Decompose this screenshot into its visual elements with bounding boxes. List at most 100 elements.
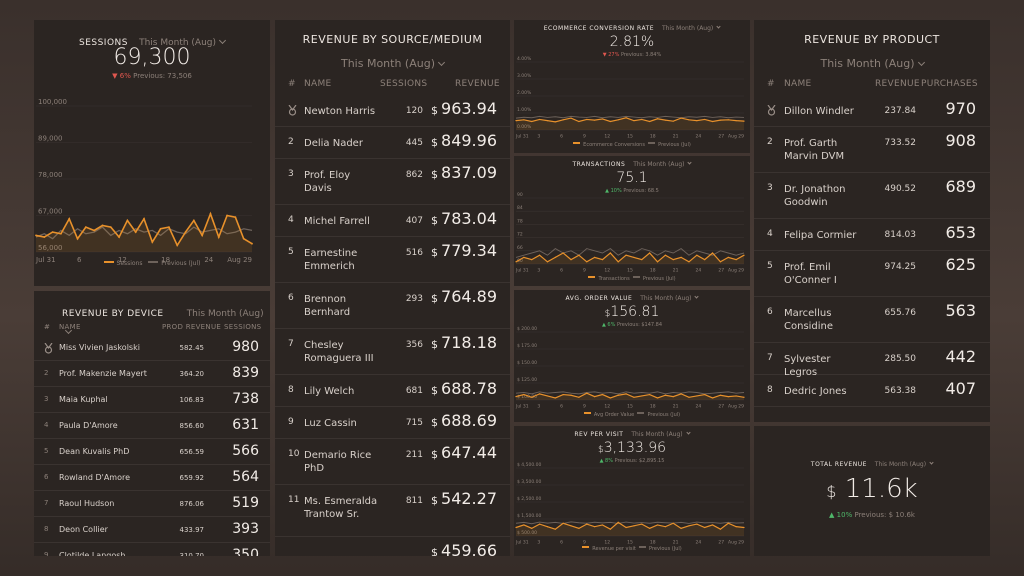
data-point[interactable]	[680, 256, 682, 258]
data-point[interactable]	[570, 394, 572, 396]
data-point[interactable]	[586, 523, 588, 525]
data-point[interactable]	[43, 236, 46, 238]
data-point[interactable]	[586, 118, 588, 121]
data-point[interactable]	[242, 237, 245, 240]
data-point[interactable]	[633, 396, 635, 398]
data-point[interactable]	[625, 526, 627, 529]
data-point[interactable]	[633, 120, 635, 122]
data-point[interactable]	[641, 395, 643, 397]
data-point[interactable]	[84, 226, 87, 229]
data-point[interactable]	[735, 259, 737, 261]
table-row[interactable]: 6 Marcellus Considine 655.76 563	[754, 297, 990, 343]
data-point[interactable]	[523, 393, 525, 396]
data-point[interactable]	[735, 526, 737, 528]
data-point[interactable]	[664, 526, 666, 528]
data-point[interactable]	[562, 119, 564, 121]
data-point[interactable]	[688, 261, 690, 263]
table-row[interactable]: 6 Brennon Bernhard 293 $764.89	[275, 283, 510, 329]
data-point[interactable]	[727, 522, 729, 524]
table-row[interactable]: 7 Sylvester Legros 285.50 442	[754, 343, 990, 378]
table-row[interactable]: 8 Dedric Jones 563.38 407	[754, 375, 990, 407]
data-point[interactable]	[743, 120, 745, 122]
data-point[interactable]	[601, 524, 604, 526]
data-point[interactable]	[515, 526, 517, 529]
data-point[interactable]	[201, 234, 204, 237]
table-row[interactable]: 6 Rowland D'Amore 659.92 564	[34, 465, 270, 491]
data-point[interactable]	[704, 118, 706, 121]
data-point[interactable]	[251, 242, 253, 245]
table-row[interactable]: 2 Prof. Garth Marvin DVM 733.52 908	[754, 127, 990, 173]
data-point[interactable]	[696, 523, 698, 525]
data-point[interactable]	[570, 525, 572, 527]
table-row[interactable]: 5 Dean Kuvalis PhD 656.59 566	[34, 439, 270, 465]
data-point[interactable]	[531, 120, 533, 123]
transactions-period-dropdown[interactable]: This Month (Aug)	[633, 160, 693, 168]
data-point[interactable]	[680, 393, 682, 395]
data-point[interactable]	[546, 395, 549, 397]
table-row[interactable]: 11 Ms. Esmeralda Trantow Sr. 811 $542.27	[275, 485, 510, 537]
data-point[interactable]	[578, 396, 580, 398]
data-point[interactable]	[554, 256, 556, 258]
data-point[interactable]	[546, 261, 549, 263]
table-row[interactable]: 3 Prof. Eloy Davis 862 $837.09	[275, 159, 510, 205]
data-point[interactable]	[688, 119, 690, 121]
data-point[interactable]	[554, 121, 556, 123]
table-row[interactable]: 5 Prof. Emil O'Conner I 974.25 625	[754, 251, 990, 297]
data-point[interactable]	[515, 261, 517, 263]
table-row[interactable]: 4 Michel Farrell 407 $783.04	[275, 205, 510, 237]
data-point[interactable]	[633, 256, 635, 258]
data-point[interactable]	[727, 119, 729, 121]
data-point[interactable]	[134, 231, 137, 233]
data-point[interactable]	[641, 259, 643, 261]
data-point[interactable]	[554, 397, 556, 399]
data-point[interactable]	[711, 120, 714, 123]
source-period-dropdown[interactable]: This Month (Aug)	[341, 57, 446, 70]
data-point[interactable]	[601, 118, 604, 120]
sessions-period-dropdown[interactable]: This Month (Aug)	[139, 36, 227, 48]
data-point[interactable]	[625, 393, 627, 395]
table-row[interactable]: 9 Clotilde Langosh 310.70 350	[34, 543, 270, 556]
data-point[interactable]	[617, 119, 619, 121]
data-point[interactable]	[719, 261, 722, 263]
data-point[interactable]	[546, 526, 549, 528]
data-point[interactable]	[656, 524, 659, 526]
data-point[interactable]	[617, 521, 619, 523]
table-row[interactable]: 7 Chesley Romaguera III 356 $718.18	[275, 329, 510, 375]
data-point[interactable]	[578, 527, 580, 529]
product-period-dropdown[interactable]: This Month (Aug)	[820, 57, 925, 70]
data-point[interactable]	[76, 237, 79, 240]
data-point[interactable]	[578, 254, 580, 256]
data-point[interactable]	[531, 396, 533, 398]
data-point[interactable]	[601, 393, 604, 396]
data-point[interactable]	[617, 261, 619, 263]
data-point[interactable]	[641, 523, 643, 525]
data-point[interactable]	[656, 261, 659, 263]
data-point[interactable]	[672, 396, 674, 398]
data-point[interactable]	[578, 120, 580, 123]
data-point[interactable]	[649, 527, 651, 529]
data-point[interactable]	[735, 120, 737, 122]
data-point[interactable]	[234, 216, 237, 219]
data-point[interactable]	[656, 397, 659, 399]
data-point[interactable]	[649, 252, 651, 254]
data-point[interactable]	[633, 525, 635, 527]
data-point[interactable]	[664, 119, 666, 121]
data-point[interactable]	[719, 528, 722, 530]
data-point[interactable]	[151, 241, 154, 243]
data-point[interactable]	[625, 254, 627, 256]
data-point[interactable]	[594, 256, 596, 258]
conversion-period-dropdown[interactable]: This Month (Aug)	[662, 24, 721, 32]
data-point[interactable]	[562, 393, 564, 396]
data-point[interactable]	[743, 396, 745, 398]
data-point[interactable]	[617, 394, 619, 396]
data-point[interactable]	[531, 527, 533, 529]
data-point[interactable]	[168, 226, 170, 229]
data-point[interactable]	[672, 120, 674, 122]
data-point[interactable]	[688, 396, 690, 398]
rpv-period-dropdown[interactable]: This Month (Aug)	[631, 430, 691, 438]
table-row[interactable]: 4 Paula D'Amore 856.60 631	[34, 413, 270, 439]
table-row[interactable]: $459.66	[275, 537, 510, 556]
total-period-dropdown[interactable]: This Month (Aug)	[875, 460, 934, 468]
data-point[interactable]	[515, 396, 517, 398]
data-point[interactable]	[704, 526, 706, 529]
